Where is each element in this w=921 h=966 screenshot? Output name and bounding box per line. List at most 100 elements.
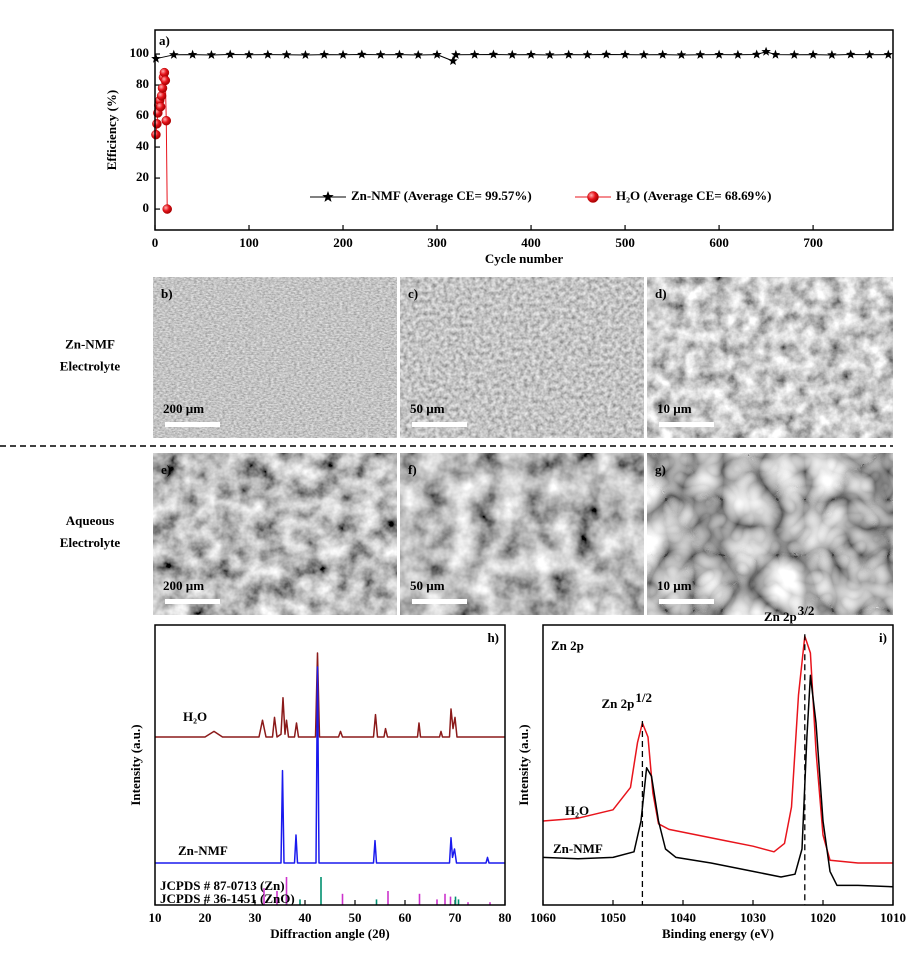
panel-label: e) — [161, 462, 171, 477]
scale-bar-label: 50 µm — [410, 578, 445, 593]
data-point — [488, 49, 499, 59]
data-point — [545, 49, 555, 60]
row-label: Zn-NMF — [65, 336, 115, 351]
data-point — [263, 49, 273, 59]
data-point — [751, 49, 762, 59]
sem-image — [400, 453, 644, 615]
scale-bar — [659, 599, 714, 604]
scale-bar-label: 10 µm — [657, 578, 692, 593]
data-point — [601, 49, 612, 59]
data-point — [620, 49, 630, 59]
plot-frame — [542, 624, 894, 906]
series-line — [155, 652, 505, 738]
chart-title: Zn 2p — [551, 638, 584, 653]
scale-bar — [659, 422, 714, 427]
series-label: JCPDS # 36-1451 (ZnO) — [160, 891, 295, 906]
x-tick-label: 1050 — [600, 910, 626, 925]
x-tick-label: 20 — [199, 910, 212, 925]
x-tick-label: 10 — [149, 910, 162, 925]
scale-bar — [412, 422, 467, 427]
data-point — [225, 49, 235, 59]
data-point — [469, 49, 480, 59]
y-tick-label: 20 — [136, 169, 149, 184]
panel-label: c) — [408, 286, 418, 301]
x-tick-label: 60 — [399, 910, 412, 925]
data-point — [657, 49, 668, 59]
panel-label: a) — [159, 33, 170, 48]
x-axis-label: Diffraction angle (2θ) — [270, 926, 389, 941]
annotation-superscript: 1/2 — [635, 690, 652, 705]
data-point — [526, 49, 536, 59]
sem-image — [153, 277, 397, 438]
data-point — [281, 49, 292, 59]
row-label: Electrolyte — [60, 535, 121, 550]
y-axis-label: Intensity (a.u.) — [128, 724, 143, 805]
data-point — [883, 49, 894, 59]
data-point — [155, 101, 166, 112]
data-point — [770, 49, 781, 59]
panel-label: h) — [487, 630, 499, 645]
series-line — [542, 674, 894, 888]
annotation: Zn 2p — [764, 609, 797, 624]
data-point — [338, 49, 348, 59]
x-tick-label: 1020 — [810, 910, 836, 925]
x-axis-label: Cycle number — [485, 251, 564, 266]
data-point — [206, 49, 217, 60]
row-label: Aqueous — [66, 513, 114, 528]
y-tick-label: 60 — [136, 107, 149, 122]
scale-bar-label: 50 µm — [410, 401, 445, 416]
legend-marker — [322, 191, 334, 202]
x-axis-label: Binding energy (eV) — [662, 926, 774, 941]
data-point — [761, 46, 771, 56]
series-label: JCPDS # 87-0713 (Zn) — [160, 878, 285, 893]
x-tick-label: 200 — [333, 235, 353, 250]
data-point — [845, 49, 856, 59]
data-point — [162, 204, 172, 214]
scale-bar-label: 200 µm — [163, 578, 204, 593]
scale-bar-label: 10 µm — [657, 401, 692, 416]
legend-label: H₂O (Average CE= 68.69%) — [616, 188, 771, 203]
sem-image — [647, 277, 893, 438]
x-tick-label: 300 — [427, 235, 447, 250]
data-point — [244, 49, 254, 59]
scale-bar — [165, 422, 220, 427]
x-tick-label: 1060 — [530, 910, 556, 925]
x-tick-label: 100 — [239, 235, 259, 250]
y-tick-label: 0 — [143, 200, 150, 215]
data-point — [151, 53, 161, 63]
panel-label: g) — [655, 462, 666, 477]
x-tick-label: 70 — [449, 910, 462, 925]
x-tick-label: 0 — [152, 235, 159, 250]
scale-bar-label: 200 µm — [163, 401, 204, 416]
series-label: H₂O — [183, 709, 207, 724]
x-tick-label: 40 — [299, 910, 312, 925]
panel-label: i) — [879, 630, 887, 645]
data-point — [448, 56, 458, 66]
data-point — [319, 49, 329, 59]
data-point — [695, 49, 706, 59]
data-point — [151, 129, 161, 140]
data-point — [394, 49, 405, 59]
x-tick-label: 30 — [249, 910, 262, 925]
y-axis-label: Efficiency (%) — [104, 90, 119, 171]
x-tick-label: 700 — [803, 235, 823, 250]
sem-image — [647, 453, 893, 615]
series-label: Zn-NMF — [553, 841, 603, 856]
data-point — [161, 115, 172, 126]
x-tick-label: 80 — [499, 910, 512, 925]
x-tick-label: 600 — [709, 235, 729, 250]
sem-image — [153, 453, 397, 615]
data-point — [827, 49, 837, 60]
plot-frame — [154, 624, 506, 906]
y-axis-label: Intensity (a.u.) — [516, 724, 531, 805]
data-point — [789, 49, 800, 59]
x-tick-label: 1030 — [740, 910, 766, 925]
panel-label: f) — [408, 462, 417, 477]
x-tick-label: 1010 — [880, 910, 906, 925]
scale-bar — [412, 599, 467, 604]
data-point — [152, 119, 162, 129]
data-point — [432, 49, 442, 59]
row-label: Electrolyte — [60, 358, 121, 373]
